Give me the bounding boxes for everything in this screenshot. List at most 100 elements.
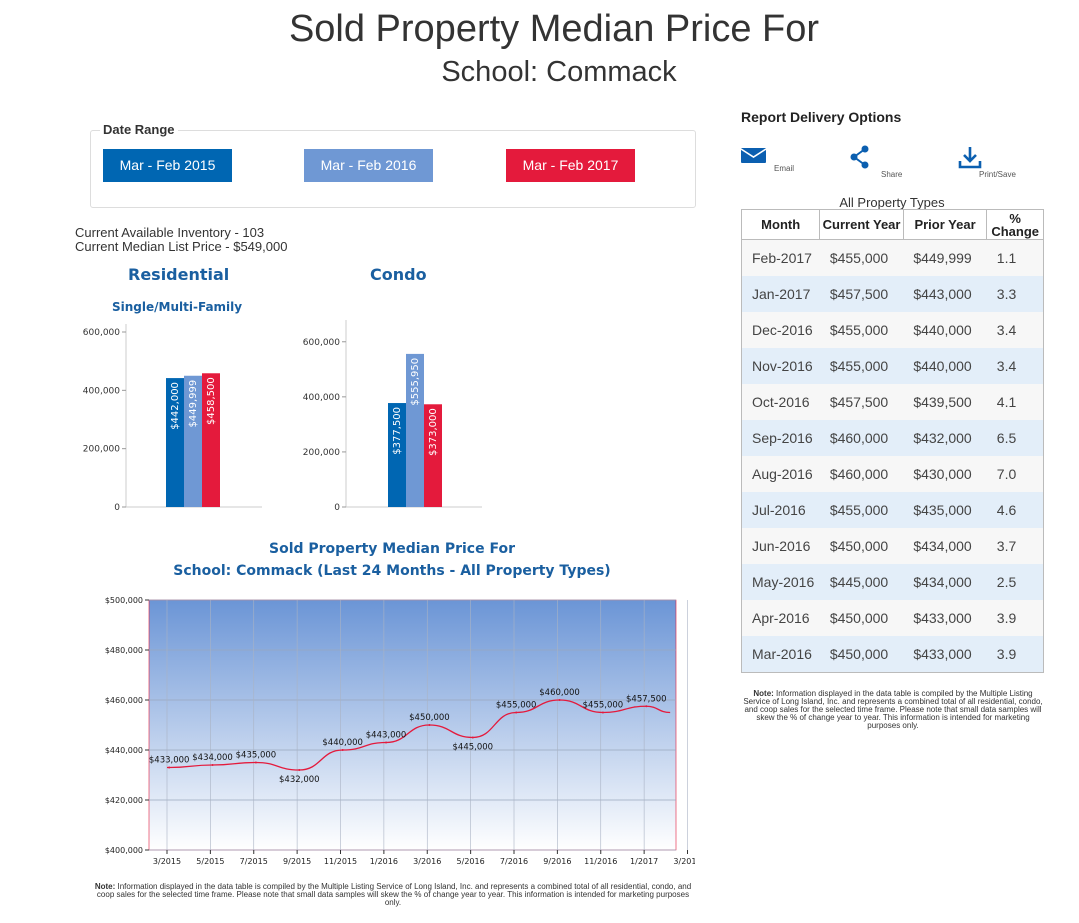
note-text: Information displayed in the data table … <box>743 689 1043 730</box>
x-tick-label: 5/2015 <box>196 857 224 866</box>
cell-current-year: $455,000 <box>819 492 904 528</box>
print-save-label: Print/Save <box>979 170 1016 179</box>
cell-change: 6.5 <box>986 420 1044 456</box>
download-icon <box>958 147 982 169</box>
x-tick-label: 5/2016 <box>457 857 485 866</box>
chart-note: Note: Information displayed in the data … <box>88 883 698 907</box>
x-tick-label: 3/2017 <box>673 857 695 866</box>
bar <box>202 373 220 507</box>
available-inventory: Current Available Inventory - 103 <box>75 225 265 240</box>
date-range-2016-button[interactable]: Mar - Feb 2016 <box>304 149 433 182</box>
cell-current-year: $455,000 <box>819 348 904 384</box>
data-point <box>601 711 604 714</box>
cell-current-year: $455,000 <box>819 312 904 348</box>
col-header-current-year: Current Year <box>819 209 904 240</box>
x-tick-label: 1/2017 <box>630 857 658 866</box>
cell-change: 3.7 <box>986 528 1044 564</box>
cell-month: May-2016 <box>741 564 820 600</box>
residential-bar-chart: 0 200,000 400,000 600,000 $442,000 $449,999 $4… <box>83 324 262 513</box>
cell-month: Jan-2017 <box>741 276 820 312</box>
table-caption: All Property Types <box>839 195 945 210</box>
email-label: Email <box>774 164 795 173</box>
y-tick-label: $400,000 <box>105 846 143 855</box>
bar <box>166 378 184 507</box>
cell-current-year: $445,000 <box>819 564 904 600</box>
cell-prior-year: $432,000 <box>903 420 987 456</box>
residential-title: Residential <box>128 265 230 284</box>
cell-change: 7.0 <box>986 456 1044 492</box>
y-tick-label: 0 <box>114 503 120 513</box>
cell-prior-year: $449,999 <box>903 239 987 276</box>
table-row: Feb-2017 $455,000 $449,999 1.1 <box>741 239 1044 276</box>
x-tick-label: 3/2015 <box>153 857 181 866</box>
condo-title: Condo <box>370 265 427 284</box>
note-prefix: Note: <box>753 689 774 698</box>
share-label: Share <box>881 170 903 179</box>
data-label: $455,000 <box>496 701 537 711</box>
cell-prior-year: $433,000 <box>903 600 987 636</box>
date-range-label: Date Range <box>100 122 178 137</box>
cell-month: Feb-2017 <box>741 239 820 276</box>
y-tick-label: $440,000 <box>105 746 143 755</box>
cell-month: Mar-2016 <box>741 636 820 673</box>
y-tick-label: 400,000 <box>83 386 120 396</box>
table-row: Jul-2016 $455,000 $435,000 4.6 <box>741 492 1044 528</box>
cell-prior-year: $439,500 <box>903 384 987 420</box>
x-tick-label: 1/2016 <box>370 857 398 866</box>
cell-month: Jul-2016 <box>741 492 820 528</box>
x-tick-label: 3/2016 <box>413 857 441 866</box>
x-tick-label: 11/2016 <box>584 857 617 866</box>
table-row: Jun-2016 $450,000 $434,000 3.7 <box>741 528 1044 564</box>
data-point <box>298 769 301 771</box>
cell-prior-year: $434,000 <box>903 564 987 600</box>
inventory-info: Current Available Inventory - 103 Curren… <box>75 226 287 254</box>
bar-label: $458,500 <box>206 377 217 425</box>
cell-month: Aug-2016 <box>741 456 820 492</box>
cell-change: 3.4 <box>986 348 1044 384</box>
table-row: Jan-2017 $457,500 $443,000 3.3 <box>741 276 1044 312</box>
y-tick-label: 600,000 <box>303 338 340 348</box>
cell-current-year: $450,000 <box>819 528 904 564</box>
residential-subtitle: Single/Multi-Family <box>112 300 243 314</box>
data-label: $443,000 <box>366 731 407 741</box>
delivery-options-title: Report Delivery Options <box>741 109 902 125</box>
data-label: $435,000 <box>236 751 277 761</box>
plot-background <box>148 599 677 851</box>
y-tick-label: 600,000 <box>83 328 120 338</box>
cell-month: Sep-2016 <box>741 420 820 456</box>
data-label: $440,000 <box>322 738 363 748</box>
table-row: Dec-2016 $455,000 $440,000 3.4 <box>741 312 1044 348</box>
cell-current-year: $460,000 <box>819 456 904 492</box>
y-tick-label: 200,000 <box>303 448 340 458</box>
bar <box>424 404 442 507</box>
cell-current-year: $450,000 <box>819 636 904 673</box>
cell-month: Oct-2016 <box>741 384 820 420</box>
data-label: $460,000 <box>539 688 580 698</box>
data-label: $445,000 <box>453 743 494 753</box>
series-line <box>167 699 671 771</box>
cell-month: Apr-2016 <box>741 600 820 636</box>
y-tick-label: $500,000 <box>105 596 143 605</box>
date-range-2017-button[interactable]: Mar - Feb 2017 <box>506 149 635 182</box>
date-range-panel <box>90 130 696 208</box>
cell-change: 1.1 <box>986 239 1044 276</box>
x-tick-label: 11/2015 <box>324 857 357 866</box>
data-point <box>341 749 344 751</box>
condo-bar-chart: 0 200,000 400,000 600,000 $377,500 $555,950 $3… <box>303 320 482 513</box>
x-tick-label: 7/2016 <box>500 857 528 866</box>
cell-change: 4.6 <box>986 492 1044 528</box>
cell-change: 2.5 <box>986 564 1044 600</box>
col-header-month: Month <box>741 209 821 240</box>
cell-prior-year: $430,000 <box>903 456 987 492</box>
data-label: $432,000 <box>279 775 320 785</box>
date-range-2015-button[interactable]: Mar - Feb 2015 <box>103 149 232 182</box>
bar <box>406 353 424 507</box>
cell-month: Nov-2016 <box>741 348 820 384</box>
data-label: $433,000 <box>149 756 190 766</box>
data-point <box>254 761 257 764</box>
cell-month: Jun-2016 <box>741 528 820 564</box>
data-point <box>168 766 171 769</box>
table-header-row: Month Current Year Prior Year % Change <box>741 209 1044 240</box>
data-point <box>211 764 214 766</box>
cell-prior-year: $440,000 <box>903 348 987 384</box>
